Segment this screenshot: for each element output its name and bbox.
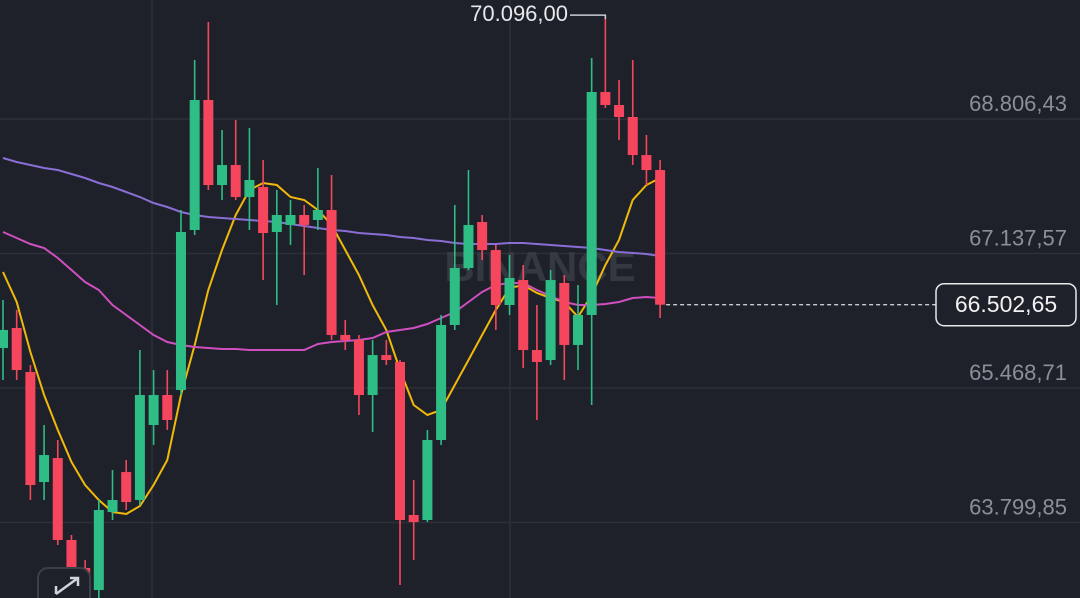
candle-body (230, 165, 241, 198)
candle-body (134, 395, 145, 501)
candle-body (477, 222, 488, 251)
candle-body (463, 224, 474, 269)
candle-body (381, 355, 392, 361)
candle-body (531, 350, 542, 362)
candle-body (504, 278, 515, 306)
candle-body (93, 510, 104, 591)
expand-button[interactable] (37, 567, 91, 598)
candle-body (52, 458, 63, 540)
candle-body (518, 280, 529, 351)
candle-body (121, 472, 132, 503)
max-leader (570, 14, 607, 20)
last-price-label: 66.502,65 (955, 291, 1057, 317)
candle-body (627, 117, 638, 156)
candle-body (299, 214, 310, 225)
candle-body (408, 515, 419, 523)
candle-body (258, 187, 269, 234)
button-frame[interactable] (37, 567, 91, 598)
candle-body (162, 395, 173, 420)
candle-body (25, 372, 36, 486)
candle-body (285, 214, 296, 225)
candle-body (175, 231, 186, 391)
candles (0, 15, 666, 598)
max-label: 70.096,00 (470, 1, 568, 26)
candle-body (572, 314, 583, 345)
candle-body (559, 283, 570, 345)
candle-body (39, 455, 50, 483)
candle-body (545, 280, 556, 361)
candle-body (66, 539, 77, 571)
candle-body (655, 170, 666, 305)
candle-body (148, 395, 159, 425)
candle-body (217, 165, 228, 186)
candle-body (586, 92, 597, 315)
candle-body (271, 214, 282, 232)
candle-body (340, 334, 351, 340)
candle-body (422, 439, 433, 520)
y-tick-label: 67.137,57 (969, 225, 1067, 250)
candle-body (203, 100, 214, 186)
y-tick-label: 63.799,85 (969, 494, 1067, 519)
candle-body (353, 339, 364, 396)
candle-body (326, 209, 337, 335)
last-price-box (935, 282, 1077, 327)
expand-icon (54, 576, 80, 596)
candle-body (395, 361, 406, 520)
candle-body (107, 500, 118, 513)
candle-body (641, 155, 652, 171)
candle-body (436, 324, 447, 440)
candle-body (244, 180, 255, 198)
candle-body (449, 268, 460, 325)
y-tick-label: 65.468,71 (969, 360, 1067, 385)
candle-body (600, 92, 611, 105)
candle-body (312, 209, 323, 220)
y-tick-label: 68.806,43 (969, 91, 1067, 116)
candle-body (189, 100, 200, 230)
candle-body (11, 327, 22, 371)
candle-body (614, 104, 625, 118)
candle-body (367, 355, 378, 396)
annotations: 70.096,00 66.502,65 (470, 1, 1077, 327)
candle-body (0, 329, 8, 349)
candle-body (490, 250, 501, 306)
